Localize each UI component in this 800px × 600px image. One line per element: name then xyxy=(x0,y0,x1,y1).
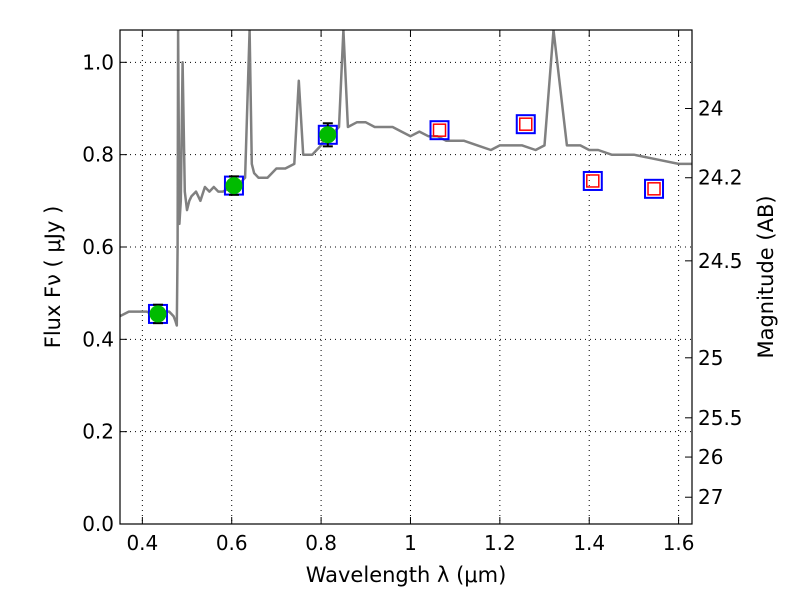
upper-limit-marker xyxy=(519,117,533,131)
x-tick-label: 0.4 xyxy=(126,531,158,555)
upper-limit-marker xyxy=(586,174,600,188)
x-tick-label: 1.2 xyxy=(484,531,516,555)
right-tick-label: 24 xyxy=(698,96,723,120)
right-tick-label: 25.5 xyxy=(698,406,743,430)
y-tick-label: 0.4 xyxy=(82,327,114,351)
right-axis-label: Magnitude (AB) xyxy=(754,195,778,358)
detection-point xyxy=(319,126,337,144)
detection-point xyxy=(149,305,167,323)
right-tick-label: 27 xyxy=(698,485,723,509)
y-tick-label: 0.8 xyxy=(82,143,114,167)
x-axis-label: Wavelength λ (μm) xyxy=(306,563,507,587)
right-tick-label: 24.2 xyxy=(698,166,743,190)
spectrum-series xyxy=(120,30,692,327)
model-band-box xyxy=(582,170,603,191)
right-tick-label: 24.5 xyxy=(698,249,743,273)
grid xyxy=(120,30,692,525)
model-band-box xyxy=(429,120,450,141)
spectrum-line xyxy=(120,30,692,327)
x-tick-label: 1 xyxy=(404,531,417,555)
x-tick-label: 1.4 xyxy=(573,531,605,555)
plot-frame xyxy=(119,29,693,525)
x-tick-label: 1.6 xyxy=(663,531,695,555)
x-tick-label: 0.8 xyxy=(305,531,337,555)
upper-limit-marker xyxy=(647,182,661,196)
y-tick-label: 1.0 xyxy=(82,50,114,74)
right-tick-label: 25 xyxy=(698,346,723,370)
y-tick-label: 0.6 xyxy=(82,235,114,259)
detection-point xyxy=(225,177,243,195)
y-tick-label: 0.2 xyxy=(82,420,114,444)
right-tick-label: 26 xyxy=(698,445,723,469)
upper-limit-marker xyxy=(432,123,447,137)
model-band-box xyxy=(515,114,536,135)
model-band-box xyxy=(644,178,665,199)
axis-ticks: 0.4 0.6 0.8 1 1.2 1.4 1.6 0.0 0.2 0.4 0.6 0.8 1.0 24 2… xyxy=(82,30,743,555)
y-tick-label: 0.0 xyxy=(82,512,114,536)
x-tick-label: 0.6 xyxy=(216,531,248,555)
y-axis-label: Flux Fν ( μJy ) xyxy=(41,206,65,349)
photometry-points xyxy=(147,114,665,325)
